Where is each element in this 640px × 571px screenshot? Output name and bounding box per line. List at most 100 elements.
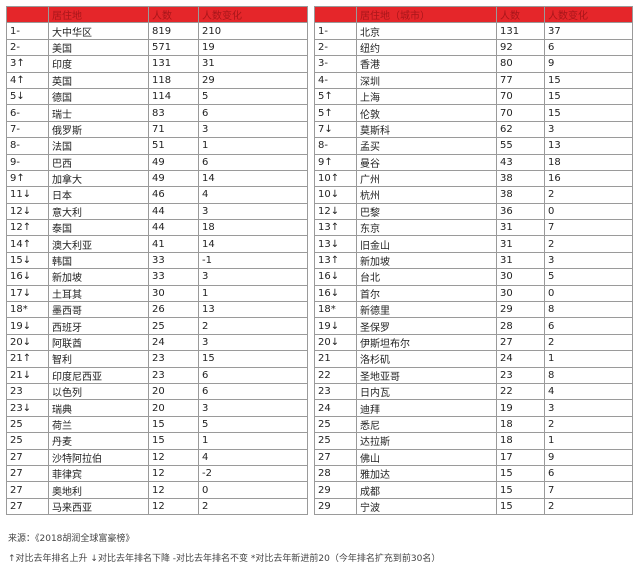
table-cell: 1: [198, 284, 308, 303]
table-cell: 16: [544, 169, 633, 188]
table-row: 2- 纽约 92 6: [314, 38, 633, 57]
header-row: 居住地 人数 人数变化: [6, 5, 308, 24]
table-cell: 20: [148, 399, 199, 417]
table-row: 25 荷兰 15 5: [6, 415, 308, 434]
table-cell: 4-: [314, 71, 357, 89]
table-cell: 31: [496, 235, 545, 253]
table-cell: 澳大利亚: [48, 235, 149, 253]
table-cell: 15: [198, 350, 308, 368]
table-cell: 27: [496, 333, 545, 352]
table-cell: 北京: [356, 22, 497, 40]
table-cell: 智利: [48, 350, 149, 368]
table-cell: 瑞士: [48, 104, 149, 122]
table-cell: 23: [314, 382, 357, 401]
table-row: 12↓ 意大利 44 3: [6, 202, 308, 221]
table-cell: 33: [148, 268, 199, 286]
table-cell: 1: [198, 432, 308, 450]
table-row: 9↑ 加拿大 49 14: [6, 169, 308, 188]
table-row: 15↓ 韩国 33 -1: [6, 251, 308, 270]
table-cell: 27: [6, 481, 49, 499]
table-cell: 28: [314, 464, 357, 483]
table-cell: 香港: [356, 55, 497, 73]
table-cell: 荷兰: [48, 415, 149, 434]
table-cell: 9: [544, 55, 633, 73]
table-cell: 62: [496, 120, 545, 139]
table-cell: 莫斯科: [356, 120, 497, 139]
table-row: 18* 新德里 29 8: [314, 301, 633, 319]
table-cell: 9↑: [6, 169, 49, 188]
table-cell: 25: [148, 317, 199, 335]
table-cell: 27: [6, 464, 49, 483]
table-cell: 洛杉矶: [356, 350, 497, 368]
table-cell: 23: [496, 366, 545, 384]
table-cell: 6: [198, 382, 308, 401]
table-cell: 达拉斯: [356, 432, 497, 450]
table-row: 27 奥地利 12 0: [6, 481, 308, 499]
table-cell: 4: [544, 382, 633, 401]
header-cell: 人数变化: [544, 5, 633, 24]
table-row: 13↑ 新加坡 31 3: [314, 251, 633, 270]
table-row: 11↓ 日本 46 4: [6, 186, 308, 204]
table-cell: 3↑: [6, 55, 49, 73]
table-cell: 33: [148, 251, 199, 270]
table-cell: 菲律宾: [48, 464, 149, 483]
table-cell: 瑞典: [48, 399, 149, 417]
table-cell: -1: [198, 251, 308, 270]
table-cell: 22: [314, 366, 357, 384]
table-cell: 3-: [314, 55, 357, 73]
table-row: 6- 瑞士 83 6: [6, 104, 308, 122]
table-row: 13↑ 东京 31 7: [314, 219, 633, 237]
table-cell: 24: [496, 350, 545, 368]
table-cell: 20↓: [314, 333, 357, 352]
table-row: 4- 深圳 77 15: [314, 71, 633, 89]
table-cell: 12: [148, 464, 199, 483]
table-cell: 27: [6, 497, 49, 516]
table-cell: 49: [148, 153, 199, 171]
table-cell: 以色列: [48, 382, 149, 401]
table-cell: 2: [198, 317, 308, 335]
table-cell: 3: [198, 268, 308, 286]
table-cell: 首尔: [356, 284, 497, 303]
table-row: 17↓ 土耳其 30 1: [6, 284, 308, 303]
table-cell: 13↑: [314, 251, 357, 270]
table-cell: 0: [198, 481, 308, 499]
table-cell: 13↓: [314, 235, 357, 253]
table-cell: 奥地利: [48, 481, 149, 499]
table-cell: 49: [148, 169, 199, 188]
table-cell: 韩国: [48, 251, 149, 270]
table-cell: 10↓: [314, 186, 357, 204]
table-cell: 印度: [48, 55, 149, 73]
table-row: 27 马来西亚 12 2: [6, 497, 308, 516]
table-cell: 上海: [356, 87, 497, 106]
table-cell: 1: [198, 137, 308, 155]
table-row: 14↑ 澳大利亚 41 14: [6, 235, 308, 253]
table-cell: 31: [496, 251, 545, 270]
table-cell: 38: [496, 186, 545, 204]
table-cell: 雅加达: [356, 464, 497, 483]
table-cell: 12: [148, 448, 199, 466]
table-cell: 19: [198, 38, 308, 57]
table-cell: 9↑: [314, 153, 357, 171]
table-cell: 成都: [356, 481, 497, 499]
table-cell: 31: [198, 55, 308, 73]
table-cell: 5: [544, 268, 633, 286]
table-cell: 70: [496, 87, 545, 106]
table-row: 19↓ 西班牙 25 2: [6, 317, 308, 335]
table-cell: 新加坡: [48, 268, 149, 286]
table-cell: 15: [544, 87, 633, 106]
table-cell: 12: [148, 481, 199, 499]
table-row: 28 雅加达 15 6: [314, 464, 633, 483]
table-row: 21 洛杉矶 24 1: [314, 350, 633, 368]
header-cell: [6, 5, 49, 24]
table-cell: 77: [496, 71, 545, 89]
table-row: 3- 香港 80 9: [314, 55, 633, 73]
table-cell: 30: [148, 284, 199, 303]
table-cell: 9-: [6, 153, 49, 171]
table-row: 8- 孟买 55 13: [314, 137, 633, 155]
table-cell: 210: [198, 22, 308, 40]
table-cell: 墨西哥: [48, 301, 149, 319]
table-cell: 沙特阿拉伯: [48, 448, 149, 466]
table-cell: 日本: [48, 186, 149, 204]
table-cell: 8-: [6, 137, 49, 155]
table-cell: 23↓: [6, 399, 49, 417]
